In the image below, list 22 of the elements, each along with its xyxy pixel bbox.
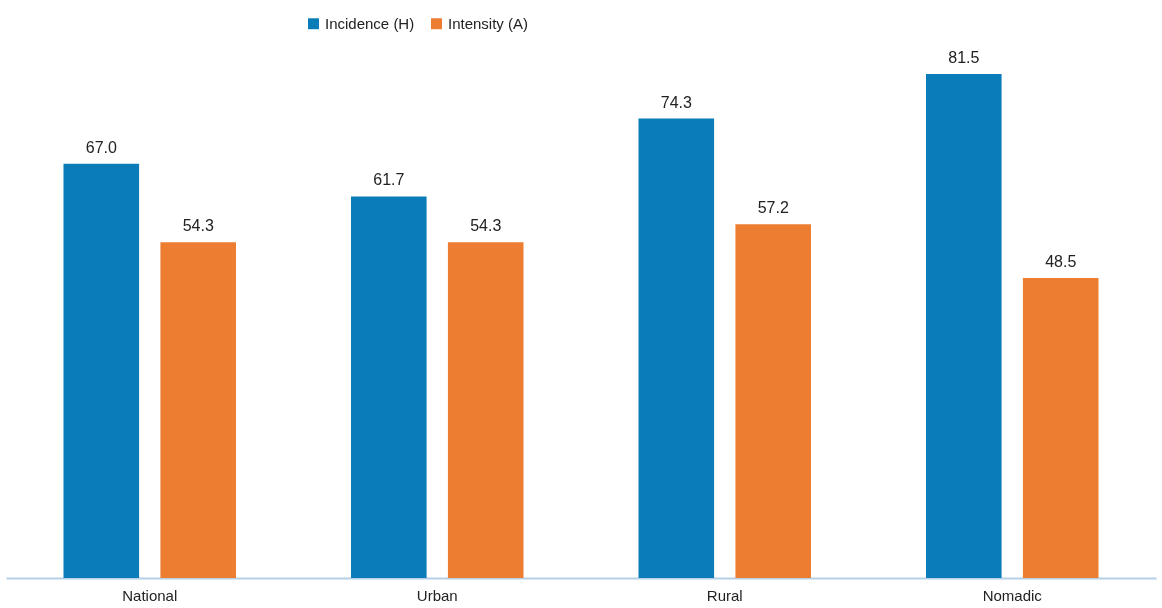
x-tick-label: Rural [706,586,743,604]
bar [160,242,236,578]
bar [735,224,811,578]
data-label: 57.2 [757,199,789,217]
data-label: 67.0 [85,138,117,156]
data-label: 54.3 [470,217,502,235]
legend-label: Incidence (H) [325,14,415,32]
x-tick-label: National [122,586,178,604]
data-label: 48.5 [1045,253,1077,271]
bar [926,74,1002,578]
legend-label: Intensity (A) [448,14,529,32]
x-tick-label: Nomadic [982,586,1043,604]
data-label: 54.3 [182,217,214,235]
bar [447,242,524,578]
data-label: 74.3 [660,93,692,111]
x-tick-label: Urban [416,586,458,604]
bar [63,163,140,578]
data-label: 61.7 [373,171,405,189]
data-label: 81.5 [948,49,980,66]
bar [638,118,715,578]
bar [1022,278,1099,578]
bar [351,196,427,578]
